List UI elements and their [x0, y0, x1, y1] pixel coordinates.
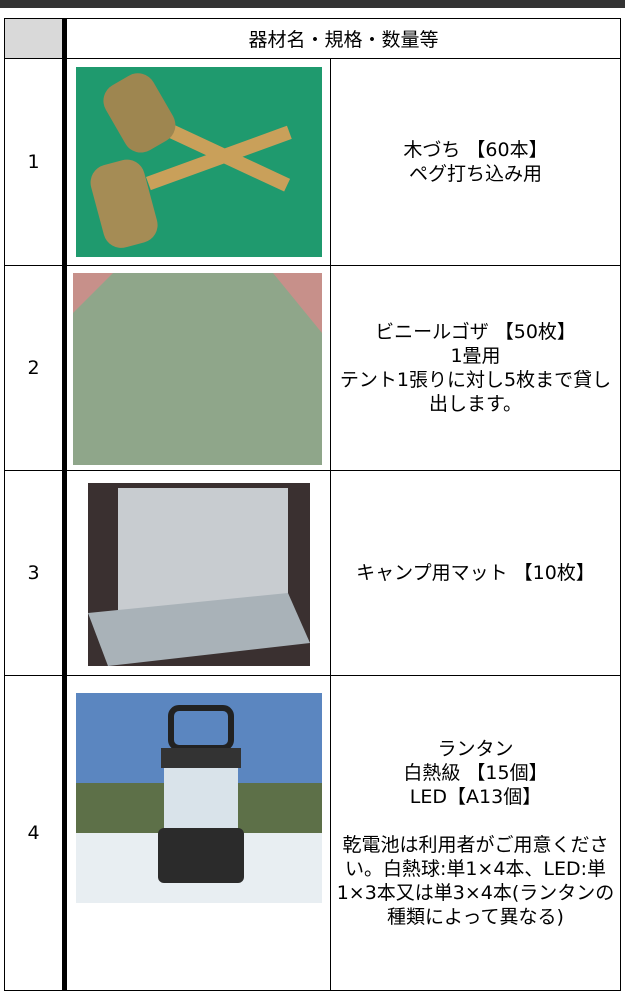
photo-lantern: [76, 693, 322, 903]
header-cell: 器材名・規格・数量等: [63, 18, 621, 59]
row-number-cell: 4: [4, 675, 63, 991]
description-cell: 木づち 【60本】 ペグ打ち込み用: [330, 58, 621, 266]
header-title: 器材名・規格・数量等: [248, 29, 439, 51]
header-blank-cell: [4, 18, 63, 59]
row-number: 2: [27, 357, 40, 379]
description-line: ビニールゴザ 【50枚】: [375, 321, 576, 343]
image-cell: [63, 675, 331, 991]
description-line: 1畳用: [450, 345, 501, 367]
description-line: ランタン: [437, 738, 514, 760]
description-line: LED【A13個】: [409, 786, 542, 808]
image-cell: [63, 265, 331, 471]
row-number: 3: [27, 562, 40, 584]
description-cell: ビニールゴザ 【50枚】 1畳用 テント1張りに対し5枚まで貸し出します。: [330, 265, 621, 471]
description-line: 白熱級 【15個】: [403, 762, 548, 784]
image-cell: [63, 58, 331, 266]
description-note: 乾電池は利用者がご用意ください。白熱球:単1×4本、LED:単1×3本又は単3×…: [336, 834, 615, 928]
photo-mallets: [76, 67, 322, 257]
row-number-cell: 1: [4, 58, 63, 266]
row-number: 1: [27, 151, 40, 173]
row-number-cell: 2: [4, 265, 63, 471]
image-cell: [63, 470, 331, 676]
description-line: 木づち 【60本】: [403, 139, 548, 161]
photo-mat: [73, 273, 322, 465]
description-cell: ランタン 白熱級 【15個】 LED【A13個】 乾電池は利用者がご用意ください…: [330, 675, 621, 991]
description-line: キャンプ用マット 【10枚】: [356, 562, 595, 584]
description-line: ペグ打ち込み用: [408, 163, 542, 185]
description-line: テント1張りに対し5枚まで貸し出します。: [339, 369, 612, 415]
cropped-header-strip: [0, 0, 625, 8]
row-number: 4: [27, 822, 40, 844]
photo-camping-mat: [88, 483, 310, 666]
row-number-cell: 3: [4, 470, 63, 676]
description-cell: キャンプ用マット 【10枚】: [330, 470, 621, 676]
